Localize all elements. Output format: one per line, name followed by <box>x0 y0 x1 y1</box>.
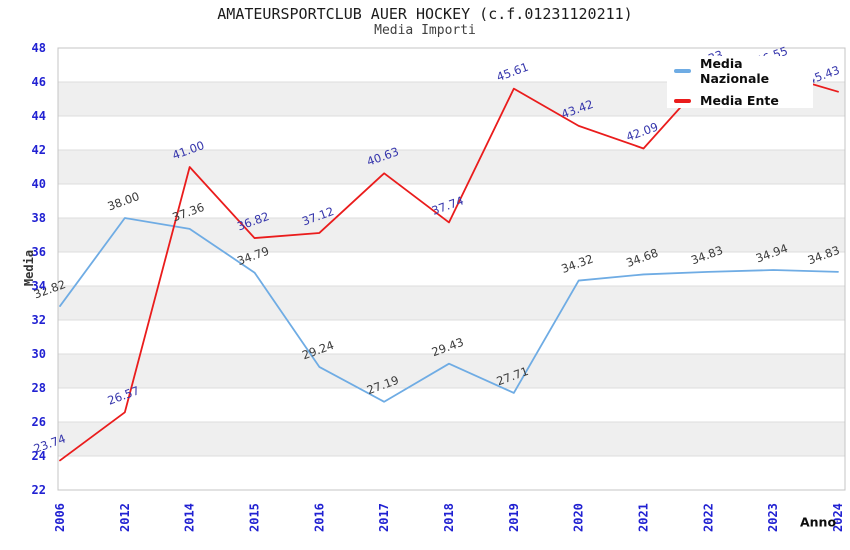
x-tick-label: 2024 <box>831 503 845 532</box>
plot-band <box>58 354 845 388</box>
x-tick-label: 2012 <box>118 503 132 532</box>
y-tick-label: 42 <box>32 143 46 157</box>
plot-band <box>58 422 845 456</box>
y-tick-label: 40 <box>32 177 46 191</box>
plot-band <box>58 286 845 320</box>
y-axis-title: Media <box>22 249 36 287</box>
y-tick-label: 28 <box>32 381 46 395</box>
legend-item-media-ente[interactable]: Media Ente <box>674 93 813 108</box>
y-tick-label: 32 <box>32 313 46 327</box>
plot-band <box>58 184 845 218</box>
y-tick-label: 36 <box>32 245 46 259</box>
plot-band <box>58 116 845 150</box>
x-tick-label: 2019 <box>507 503 521 532</box>
plot-band <box>58 456 845 490</box>
x-tick-label: 2021 <box>637 503 651 532</box>
y-tick-label: 46 <box>32 75 46 89</box>
x-tick-label: 2017 <box>377 503 391 532</box>
chart-title: AMATEURSPORTCLUB AUER HOCKEY (c.f.012311… <box>217 5 633 23</box>
chart-subtitle: Media Importi <box>374 23 476 38</box>
y-tick-label: 30 <box>32 347 46 361</box>
series-line-media-nazionale <box>59 217 839 403</box>
y-tick-label: 48 <box>32 41 46 55</box>
legend-item-media-nazionale[interactable]: Media Nazionale <box>674 56 813 86</box>
plot-band <box>58 320 845 354</box>
plot-band <box>58 218 845 252</box>
x-tick-label: 2022 <box>701 503 715 532</box>
y-tick-label: 44 <box>32 109 46 123</box>
plot-band <box>58 388 845 422</box>
media-nazionale-line-swatch <box>674 69 691 73</box>
y-tick-label: 26 <box>32 415 46 429</box>
x-tick-label: 2015 <box>248 503 262 532</box>
x-tick-label: 2016 <box>312 503 326 532</box>
legend: Media Nazionale Media Ente <box>667 56 813 108</box>
x-axis-title: Anno <box>799 514 837 530</box>
y-tick-label: 38 <box>32 211 46 225</box>
x-tick-label: 2023 <box>766 503 780 532</box>
y-tick-label: 24 <box>32 449 46 463</box>
plot-border <box>57 47 846 491</box>
y-tick-label: 34 <box>32 279 46 293</box>
x-tick-label: 2018 <box>442 503 456 532</box>
media-ente-line-swatch <box>674 98 691 103</box>
legend-label-media-ente: Media Ente <box>700 93 779 108</box>
x-tick-label: 2014 <box>183 503 197 532</box>
x-tick-label: 2020 <box>572 503 586 532</box>
legend-label-media-nazionale: Media Nazionale <box>700 56 770 86</box>
x-tick-label: 2006 <box>53 503 67 532</box>
y-tick-label: 22 <box>32 483 46 497</box>
plot-band <box>58 252 845 286</box>
